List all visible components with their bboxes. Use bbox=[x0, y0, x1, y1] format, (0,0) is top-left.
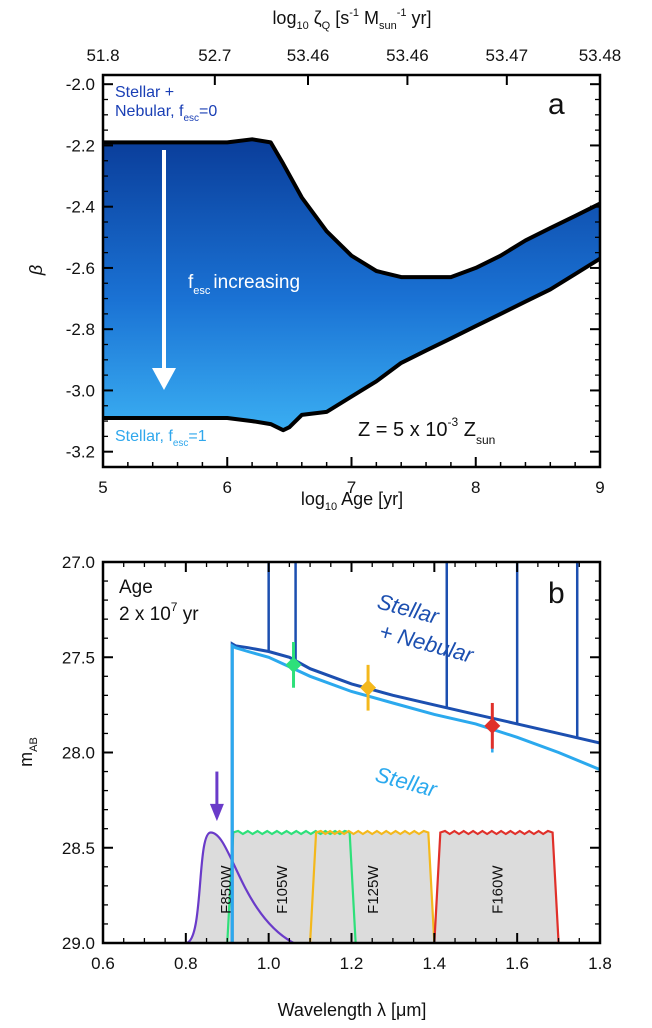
fesc-range-area bbox=[103, 139, 600, 431]
panel-b-x-tick-label: 0.8 bbox=[174, 954, 198, 973]
panel-a-y-tick-label: -2.8 bbox=[66, 320, 95, 339]
panel-b-y-tick-label: 28.5 bbox=[62, 839, 95, 858]
panel-a-letter: a bbox=[548, 88, 565, 121]
panel-b-y-tick-label: 27.0 bbox=[62, 553, 95, 572]
panel-a-y-tick-label: -2.4 bbox=[66, 198, 95, 217]
label-stellar-nebular-fesc0-line1: Stellar + bbox=[115, 84, 174, 101]
panel-a-top-tick-label: 51.8 bbox=[86, 46, 119, 65]
series-line-stellar-nebular bbox=[103, 137, 600, 280]
panel-a-y-tick-label: -2.6 bbox=[66, 259, 95, 278]
label-stellar-fesc1: Stellar, fesc=1 bbox=[115, 428, 207, 449]
panel-a-x-axis-title: log10 Age [yr] bbox=[301, 489, 403, 513]
panel-b-y-tick-label: 28.0 bbox=[62, 744, 95, 763]
series-line-stellar bbox=[103, 257, 600, 433]
panel-a-top-tick-label: 53.47 bbox=[486, 46, 529, 65]
panel-b-x-tick-label: 1.0 bbox=[257, 954, 281, 973]
panel-a: 5 6 7 8 9 -2.0 -2.2 -2.4 -2.6 -2.8 -3.0 -3.2 51.8 5… bbox=[26, 7, 621, 513]
label-age-value: 2 x 107 yr bbox=[119, 600, 199, 625]
panel-a-x-tick-label: 6 bbox=[223, 478, 232, 497]
panel-a-y-tick-label: -2.0 bbox=[66, 75, 95, 94]
filter-label-f160w: F160W bbox=[489, 865, 506, 914]
panel-b-y-tick-label: 27.5 bbox=[62, 648, 95, 667]
panel-a-y-tick-label: -3.0 bbox=[66, 381, 95, 400]
filter-curve-f160w bbox=[433, 829, 560, 943]
panel-a-top-tick-label: 53.46 bbox=[287, 46, 330, 65]
panel-b-x-tick-label: 1.4 bbox=[423, 954, 447, 973]
panel-a-y-axis-title: β bbox=[26, 265, 46, 276]
panel-a-top-tick-label: 53.46 bbox=[386, 46, 429, 65]
upper-limit-arrow-head bbox=[209, 803, 224, 822]
panel-a-top-tick-label: 53.48 bbox=[579, 46, 622, 65]
panel-a-x-tick-label: 9 bbox=[595, 478, 604, 497]
photometry-point-f160w bbox=[484, 717, 501, 734]
panel-b-x-tick-label: 1.8 bbox=[588, 954, 612, 973]
filter-fill-f160w bbox=[434, 831, 559, 943]
filter-curve-f850w bbox=[185, 831, 295, 943]
panel-b-letter: b bbox=[548, 577, 565, 610]
fesc-arrow-head bbox=[152, 368, 176, 390]
label-age: Age bbox=[119, 577, 153, 598]
filter-curve-f125w bbox=[308, 829, 436, 943]
panel-b-x-axis-title: Wavelength λ [μm] bbox=[278, 1000, 427, 1020]
filter-fill-f125w bbox=[310, 831, 435, 943]
panel-a-x-tick-label: 5 bbox=[98, 478, 107, 497]
spectrum-stellar-nebular bbox=[230, 641, 600, 943]
panel-a-y-tick-label: -2.2 bbox=[66, 136, 95, 155]
panel-a-top-axis-title: log10 ζQ [s-1 Msun-1 yr] bbox=[272, 7, 431, 32]
label-stellar: Stellar bbox=[373, 762, 441, 803]
panel-a-x-tick-label: 7 bbox=[347, 478, 356, 497]
panel-b-y-tick-label: 29.0 bbox=[62, 934, 95, 953]
spectrum-stellar bbox=[230, 643, 600, 943]
panel-b: F850W F105W F125W F160W 0.6 0.8 1.0 1.2 1.4 1.6 1… bbox=[16, 553, 612, 1020]
label-fesc-increasing: fesc increasing bbox=[188, 272, 300, 297]
panel-a-y-tick-label: -3.2 bbox=[66, 443, 95, 462]
panel-b-x-tick-label: 1.6 bbox=[505, 954, 529, 973]
panel-a-top-tick-label: 52.7 bbox=[198, 46, 231, 65]
label-stellar-nebular-fesc0-line2: Nebular, fesc=0 bbox=[115, 103, 217, 124]
photometry-point-f105w bbox=[285, 656, 302, 673]
panel-b-x-tick-label: 0.6 bbox=[91, 954, 115, 973]
panel-b-x-tick-label: 1.2 bbox=[340, 954, 364, 973]
panel-a-x-tick-label: 8 bbox=[471, 478, 480, 497]
label-metallicity: Z = 5 x 10-3 Zsun bbox=[358, 415, 495, 447]
photometry-point-f125w bbox=[360, 679, 377, 696]
filter-label-f105w: F105W bbox=[274, 865, 291, 914]
panel-b-y-axis-title: mAB bbox=[16, 737, 40, 767]
filter-label-f125w: F125W bbox=[365, 865, 382, 914]
